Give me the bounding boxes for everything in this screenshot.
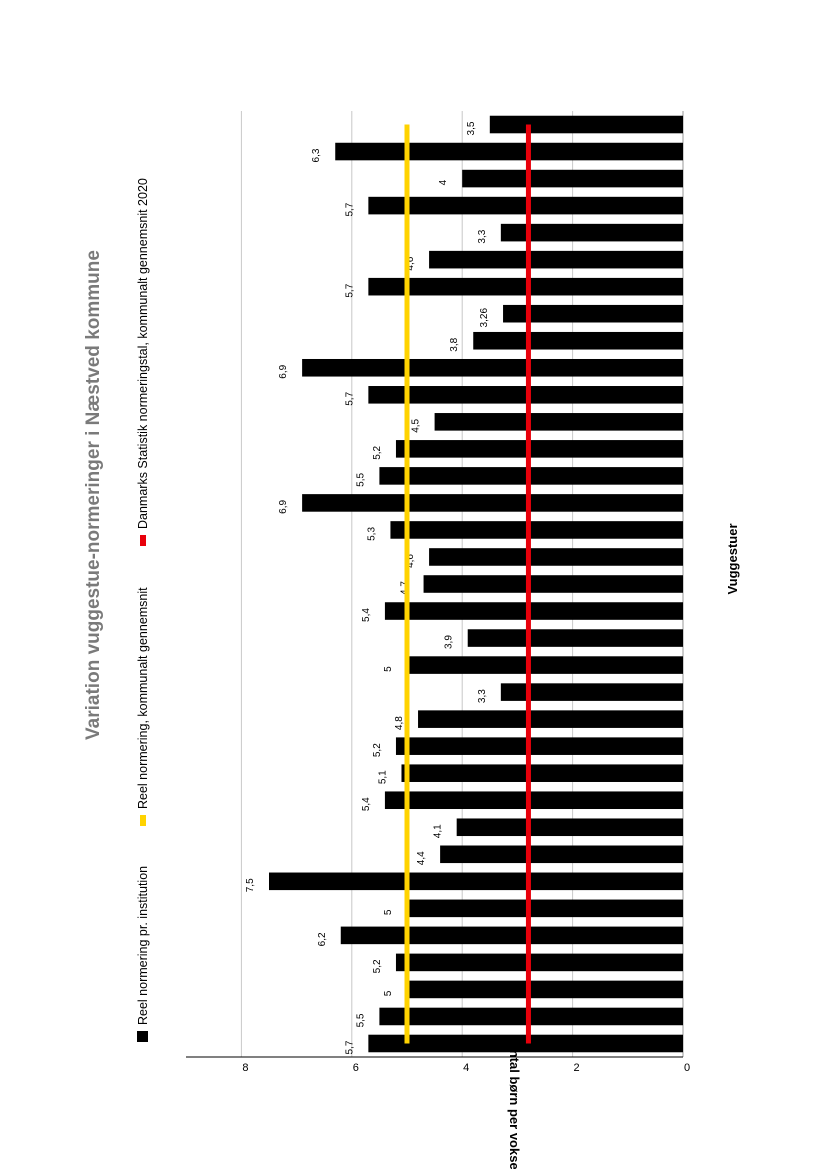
bar	[269, 872, 683, 891]
data-label: 5,7	[344, 1040, 355, 1054]
data-label: 3,26	[479, 308, 490, 328]
data-label: 5,5	[355, 1013, 366, 1027]
bar	[500, 683, 683, 701]
data-label: 5,2	[372, 445, 383, 459]
bar	[368, 277, 683, 296]
bar	[368, 386, 683, 404]
y-tick-label: 2	[574, 1062, 580, 1074]
data-label: 6,9	[278, 500, 289, 514]
bar	[340, 926, 683, 945]
data-label: 3,9	[444, 635, 455, 649]
bar	[379, 467, 683, 485]
data-label: 4,1	[433, 824, 444, 838]
data-label: 5,7	[344, 391, 355, 405]
bar	[407, 980, 683, 999]
legend-bar-swatch	[137, 1031, 148, 1042]
data-label: 4,6	[405, 256, 416, 270]
data-label: 5	[383, 909, 394, 915]
legend-dst-swatch	[140, 535, 146, 546]
x-axis-title: Vuggestuer	[725, 523, 740, 594]
data-label: 5,2	[372, 743, 383, 757]
bar	[335, 142, 683, 161]
bar	[379, 1007, 683, 1026]
bar	[462, 169, 684, 188]
bar	[429, 250, 683, 269]
y-tick-label: 4	[463, 1062, 469, 1074]
data-label: 5,4	[361, 608, 372, 622]
bar	[503, 304, 683, 323]
bar-series	[269, 115, 684, 1053]
chart-title: Variation vuggestue-normeringer i Næstve…	[83, 250, 104, 740]
bar	[302, 358, 683, 377]
bar	[395, 440, 683, 458]
data-label: 3,8	[449, 337, 460, 351]
bar	[423, 575, 683, 593]
data-label: 4,8	[394, 716, 405, 730]
bar	[456, 818, 683, 837]
legend-avg-swatch	[140, 815, 146, 826]
data-label: 5,1	[377, 770, 388, 784]
bar	[395, 953, 683, 972]
y-tick-labels: 0 2 4 6 8	[242, 1062, 690, 1074]
reference-lines	[404, 124, 531, 1044]
data-label: 6,3	[311, 148, 322, 162]
bar	[489, 115, 683, 134]
legend-dst-label: Danmarks Statistik normeringstal, kommun…	[136, 178, 150, 529]
data-label: 5,3	[366, 527, 377, 541]
bar	[401, 764, 683, 782]
bar	[390, 521, 683, 539]
bar	[440, 845, 683, 864]
legend-avg-label: Reel normering, kommunalt gennemsnit	[136, 587, 150, 809]
bar	[368, 1034, 683, 1053]
bar	[395, 737, 683, 755]
data-label: 5,4	[361, 797, 372, 811]
bar	[407, 899, 683, 918]
bar	[384, 791, 683, 810]
y-axis-title: Antal børn per voksen	[507, 1040, 522, 1169]
bar	[429, 548, 683, 566]
data-label: 3,5	[466, 121, 477, 135]
y-tick-label: 6	[353, 1062, 359, 1074]
bar	[407, 656, 683, 674]
data-label: 4,5	[411, 418, 422, 432]
data-label: 3,3	[477, 689, 488, 703]
data-label: 4,6	[405, 554, 416, 568]
bar	[467, 629, 683, 647]
bar	[384, 602, 683, 620]
bar	[500, 223, 683, 242]
data-label: 3,3	[477, 229, 488, 243]
y-tick-label: 8	[242, 1062, 248, 1074]
bar	[418, 710, 683, 728]
data-labels: 5,7 5,5 5 5,2 6,2 5 7,5 4,4 4,1 5,4 5,1 5,2 4,8 3,3 5 3…	[245, 121, 490, 1054]
data-label: 5,7	[344, 283, 355, 297]
legend-bar-label: Reel normering pr. institution	[136, 866, 150, 1025]
data-label: 5	[383, 666, 394, 672]
bar	[368, 196, 683, 215]
data-label: 7,5	[245, 878, 256, 892]
y-tick-label: 0	[684, 1062, 690, 1074]
data-label: 5,2	[372, 959, 383, 973]
data-label: 4,4	[416, 851, 427, 865]
bar	[473, 331, 683, 350]
data-label: 5	[383, 990, 394, 996]
bar	[434, 413, 683, 431]
data-label: 6,9	[278, 364, 289, 378]
data-label: 5,7	[344, 202, 355, 216]
data-label: 4	[438, 179, 449, 185]
data-label: 6,2	[317, 932, 328, 946]
data-label: 5,5	[355, 472, 366, 486]
bar	[302, 494, 683, 512]
legend: Reel normering pr. institution Reel norm…	[136, 178, 150, 1042]
